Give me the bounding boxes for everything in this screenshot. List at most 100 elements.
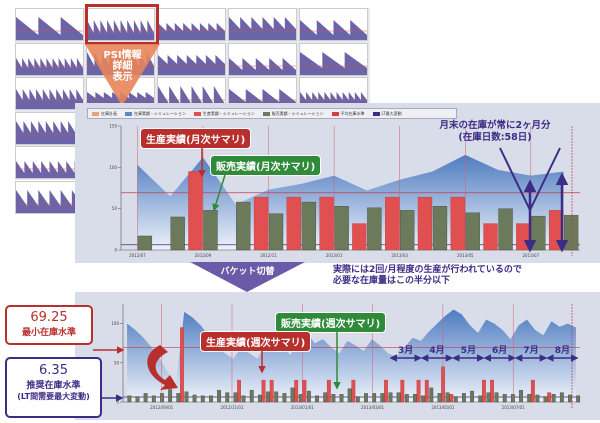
monthly-sales-callout: 販売実績(月次サマリ) [210, 155, 322, 176]
legend-label: 販売実績・シミュレーション [271, 110, 324, 116]
bucket-switch-arrow[interactable] [190, 262, 305, 292]
legend-swatch [262, 111, 270, 116]
middle-note-line1: 実際には2回/月程度の生産が行われているので [333, 265, 522, 275]
legend-swatch [331, 111, 339, 116]
sales-bar [143, 393, 148, 403]
sales-bar [563, 215, 579, 251]
sales-bar [445, 392, 450, 403]
production-bar [400, 379, 405, 403]
sales-bar [266, 391, 270, 403]
psi-thumbnail[interactable] [15, 111, 84, 145]
sales-bar [241, 395, 246, 403]
inventory-note-line2: (在庫日数:58日) [458, 132, 532, 143]
sales-bar [465, 212, 480, 251]
thumbnail-inventory-area [229, 57, 296, 75]
sales-bar [494, 392, 499, 403]
thumbnail-inventory-area [16, 57, 83, 75]
sales-bar [170, 216, 185, 251]
production-bar [326, 379, 331, 403]
production-bar [450, 196, 465, 251]
sales-bar [192, 394, 197, 403]
thumbnail-inventory-area [16, 89, 83, 109]
legend-label: 生産実績・シミュレーション [202, 110, 255, 116]
production-bar [530, 379, 535, 403]
sales-bar [551, 394, 556, 403]
x-tick-label: 2012/09/01 [150, 405, 174, 410]
sales-bar [380, 393, 385, 403]
psi-thumbnail[interactable] [15, 180, 84, 214]
x-tick-label: 2013/05/01 [431, 405, 455, 410]
psi-thumbnail[interactable] [228, 42, 297, 76]
weekly-production-callout: 生産実績(週次サマリ) [200, 331, 312, 352]
sales-bar [127, 395, 132, 403]
production-bar [417, 196, 433, 251]
sales-bar [339, 394, 344, 403]
legend-label: 平均在庫水準 [340, 110, 365, 116]
production-bar [351, 379, 356, 403]
sales-bar [576, 395, 581, 403]
legend-item: 平均在庫水準 [331, 110, 365, 117]
thumbnail-inventory-area [158, 23, 225, 40]
psi-thumbnail[interactable] [15, 8, 84, 41]
production-bar [180, 327, 184, 403]
sales-bar [478, 395, 483, 403]
sales-bar [421, 395, 426, 403]
production-bar [319, 196, 334, 251]
weekly-sales-callout: 販売実績(週次サマリ) [275, 312, 387, 333]
production-bar [483, 223, 498, 251]
thumbnail-inventory-area [16, 120, 83, 144]
sales-bar [298, 394, 303, 403]
selected-thumbnail-highlight[interactable] [85, 4, 159, 45]
sales-bar [233, 392, 238, 403]
psi-thumbnail[interactable] [299, 8, 368, 41]
production-bar [384, 379, 388, 403]
sales-bar [437, 393, 442, 403]
psi-detail-label-2: 詳細 [112, 61, 133, 72]
legend-label: LT最大変動 [381, 110, 402, 116]
sales-bar [151, 395, 156, 403]
y-tick-label: 100 [111, 321, 119, 326]
x-tick-label: 2013/07/01 [502, 405, 526, 410]
sales-bar [315, 395, 319, 403]
production-bar [302, 379, 307, 403]
sales-bar [200, 395, 205, 403]
psi-thumbnail[interactable] [157, 8, 226, 41]
psi-thumbnail[interactable] [228, 8, 297, 41]
sales-bar [432, 206, 448, 251]
legend-swatch [92, 111, 99, 116]
sales-bar [323, 392, 328, 403]
sales-bar [301, 201, 316, 251]
production-bar [253, 196, 269, 251]
y-tick-label: 50 [114, 360, 120, 365]
legend-item: LT最大変動 [372, 110, 402, 117]
sales-bar [258, 394, 262, 403]
sales-bar [203, 210, 218, 251]
min-stock-value: 69.25 [30, 310, 68, 325]
psi-thumbnail[interactable] [15, 146, 84, 179]
sales-bar [364, 393, 368, 403]
psi-thumbnail[interactable] [299, 42, 368, 76]
legend-item: 在庫計画 [92, 111, 117, 117]
legend-swatch [125, 111, 132, 116]
bucket-switch-label[interactable]: バケット切替 [220, 267, 275, 277]
x-tick-label: 2013/07 [523, 253, 540, 258]
x-tick-label: 2013/05 [457, 253, 474, 258]
recommended-stock-value: 6.35 [39, 363, 68, 378]
production-bar [424, 379, 429, 403]
x-tick-label: 2013/03/01 [361, 405, 385, 410]
recommended-stock-box: 6.35 推奨在庫水準 (LT間需要最大変動) [5, 357, 102, 418]
sales-bar [429, 387, 434, 403]
psi-thumbnail[interactable] [15, 42, 84, 76]
sales-bar [160, 393, 164, 403]
psi-thumbnail[interactable] [157, 42, 226, 76]
y-tick-label: 0 [114, 248, 117, 253]
middle-note-line2: 必要な在庫量はこの半分以下 [333, 276, 451, 286]
production-bar [547, 392, 552, 403]
legend-label: 在庫計画 [101, 110, 117, 116]
sales-bar [135, 396, 140, 403]
sales-bar [470, 390, 474, 403]
production-bar [237, 379, 241, 403]
sales-bar [462, 393, 466, 403]
psi-thumbnail[interactable] [15, 77, 84, 110]
weekly-chart: 0 50 100 2012/09/01 2012/11/01 2013/01/01 2013… [111, 304, 581, 410]
